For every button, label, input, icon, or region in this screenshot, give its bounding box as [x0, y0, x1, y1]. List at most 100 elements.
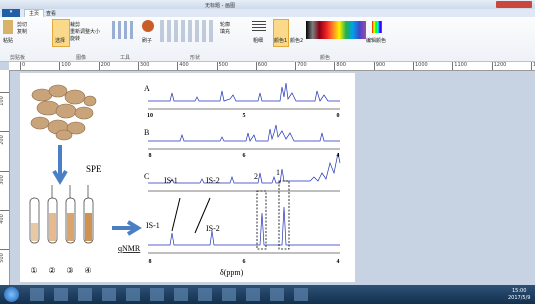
clock-time[interactable]: 15:00 [512, 288, 526, 294]
axis-tick-label: 8 [149, 153, 152, 159]
ruler-tick [374, 62, 375, 70]
ruler-tick [531, 62, 532, 70]
tube-number: ③ [66, 266, 73, 275]
ruler-tick [217, 62, 218, 70]
group-label: 颜色 [320, 54, 330, 61]
tube-number: ① [30, 266, 37, 275]
spe-label: SPE [86, 164, 102, 174]
size-icon[interactable] [252, 21, 266, 31]
axis-tick-label: 4 [337, 153, 340, 159]
ruler-tick [452, 62, 453, 70]
ruler-label: 1200 [494, 62, 507, 68]
x-axis-label: δ(ppm) [220, 268, 244, 277]
taskbar-apps[interactable] [30, 288, 310, 301]
ruler-label: 1100 [454, 62, 467, 68]
taskbar: 15:00 2017/5/9 [0, 285, 535, 304]
ruler-label: 0 [22, 62, 25, 68]
brush-icon[interactable] [142, 20, 154, 32]
rotate-button[interactable]: 旋转 [70, 35, 80, 42]
ruler-tick [20, 62, 21, 70]
pointer-arrows [172, 198, 210, 233]
group-label: 形状 [190, 54, 200, 61]
ruler-label: 200 [0, 136, 5, 146]
outline-button[interactable]: 轮廓 [220, 21, 230, 28]
ruler-tick [0, 171, 9, 172]
cut-button[interactable]: 剪切 [17, 21, 27, 28]
peak-label: IS-2 [206, 176, 220, 185]
edit-colors-icon[interactable] [372, 21, 382, 33]
brushes-button[interactable]: 刷子 [142, 37, 152, 44]
color2-button[interactable]: 颜色2 [290, 37, 303, 44]
ruler-label: 500 [0, 253, 5, 263]
file-tab[interactable]: ▾ [2, 9, 20, 17]
canvas: SPE ① ② ③ ④ qNMR A B C IS-1 IS-2 2 1 IS-… [20, 73, 355, 282]
size-button[interactable]: 粗细 [253, 37, 263, 44]
color1-button[interactable]: 颜色1 [274, 37, 287, 44]
ruler-tick [99, 62, 100, 70]
view-tab[interactable]: 查看 [46, 10, 56, 17]
tube-number: ④ [84, 266, 91, 275]
group-label: 工具 [120, 54, 130, 61]
fill-button[interactable]: 填充 [220, 28, 230, 35]
ribbon: 粘贴 剪切 复制 选择 裁剪 重新调整大小 旋转 刷子 轮廓 填充 粗细 颜色1… [0, 17, 535, 62]
crop-button[interactable]: 裁剪 [70, 21, 80, 28]
spectrum-label: A [144, 84, 150, 93]
axis-tick-label: 0 [337, 113, 340, 119]
ruler-label: 300 [140, 62, 150, 68]
ruler-label: 300 [0, 175, 5, 185]
plant-photo [31, 85, 96, 140]
clock-date[interactable]: 2017/5/9 [508, 295, 530, 301]
ruler-label: 400 [179, 62, 189, 68]
peak-label: IS-1 [146, 221, 160, 230]
ruler-label: 100 [61, 62, 71, 68]
color-palette[interactable] [306, 21, 366, 39]
ruler-label: 200 [101, 62, 111, 68]
window-title: 无标题 - 画图 [205, 2, 235, 9]
home-tab[interactable]: 主页 [24, 9, 44, 17]
ruler-tick [0, 249, 9, 250]
select-button[interactable]: 选择 [55, 37, 65, 44]
axis-tick-label: 5 [243, 113, 246, 119]
axis-tick-label: 10 [147, 113, 153, 119]
ruler-label: 900 [376, 62, 386, 68]
tubes [30, 185, 93, 243]
ruler-tick [0, 92, 9, 93]
paste-button[interactable]: 粘贴 [3, 37, 13, 44]
tab-row: ▾ 主页 查看 [0, 9, 535, 17]
ruler-tick [334, 62, 335, 70]
axis-tick-label: 4 [337, 259, 340, 265]
ruler-tick [413, 62, 414, 70]
edit-colors-button[interactable]: 编辑颜色 [366, 37, 386, 44]
shapes-gallery[interactable] [160, 20, 216, 42]
ruler-tick [59, 62, 60, 70]
ruler-label: 500 [219, 62, 229, 68]
paint-window: 无标题 - 画图 ▾ 主页 查看 粘贴 剪切 复制 选择 裁剪 重新调整大小 旋… [0, 0, 535, 304]
ruler-tick [138, 62, 139, 70]
tools-icons[interactable] [112, 21, 136, 39]
qnmr-label: qNMR [118, 244, 141, 253]
start-button[interactable] [4, 287, 19, 302]
title-bar: 无标题 - 画图 [0, 0, 535, 9]
peak-label: IS-1 [164, 176, 178, 185]
arrow-right [112, 222, 138, 234]
peak-label: IS-2 [206, 224, 220, 233]
spectrum-label: B [144, 128, 149, 137]
ruler-tick [177, 62, 178, 70]
image-content: SPE ① ② ③ ④ qNMR A B C IS-1 IS-2 2 1 IS-… [20, 73, 355, 282]
ruler-tick [492, 62, 493, 70]
paste-icon[interactable] [3, 20, 13, 34]
peak-label: 1 [276, 168, 280, 177]
ruler-label: 1000 [415, 62, 428, 68]
resize-button[interactable]: 重新调整大小 [70, 28, 100, 35]
window-controls[interactable] [496, 1, 532, 8]
copy-button[interactable]: 复制 [17, 28, 27, 35]
axis-tick-label: 6 [243, 259, 246, 265]
spectrum-label: C [144, 172, 149, 181]
ruler-tick [256, 62, 257, 70]
group-label: 图像 [76, 54, 86, 61]
group-label: 剪贴板 [10, 54, 25, 61]
ruler-tick [0, 210, 9, 211]
